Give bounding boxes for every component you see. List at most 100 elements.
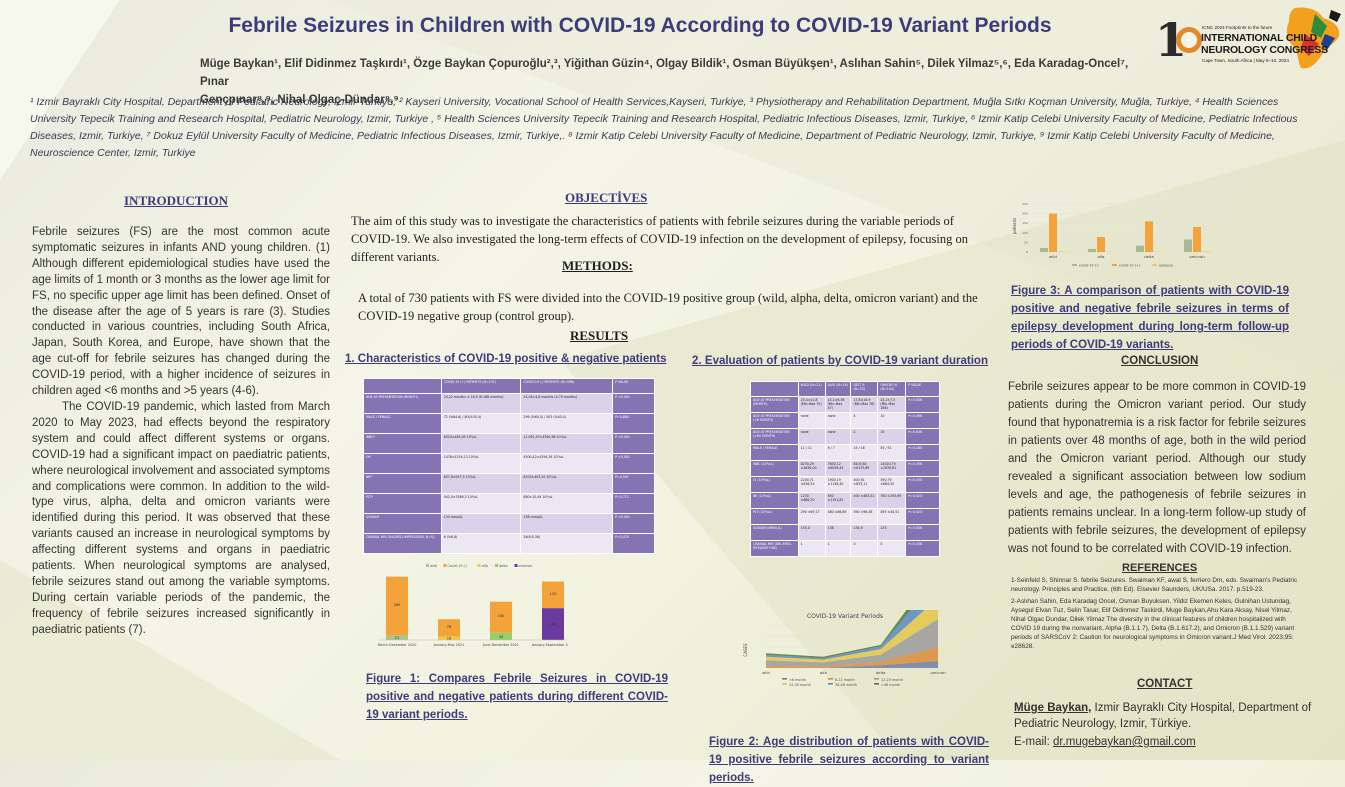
table-cell: 133	[878, 525, 906, 541]
legend-label: alfa	[482, 564, 488, 568]
legend-label: wild	[430, 564, 437, 568]
table-cell: 17,8±16,9 (Min-Max 78)	[851, 397, 878, 413]
logo-line-2: NEUROLOGY CONGRESS	[1201, 44, 1328, 56]
table-cell: 1	[798, 541, 825, 557]
methods-heading: METHODS:	[562, 258, 633, 274]
table-cell: NE*	[364, 474, 442, 494]
legend-label: <6 month	[789, 678, 806, 682]
table-cell: MALE / FEMALE	[751, 445, 799, 461]
table-cell: 72 (%64,6) / 80(%35,4)	[441, 414, 521, 434]
table-cell: 8100,64 ±6125,89	[851, 461, 878, 477]
legend-swatch	[1112, 264, 1117, 266]
legend-label: 36-48 month	[835, 683, 857, 687]
chart-title: COVID-19 Variant Periods	[807, 613, 883, 620]
figure-3-caption: Figure 3: A comparison of patients with …	[1011, 282, 1289, 354]
table-cell: 135,0	[798, 525, 825, 541]
table-cell: 10	[878, 413, 906, 429]
y-tick-label: 50	[1024, 240, 1028, 244]
legend-label: covid-19 (+)	[1119, 264, 1141, 268]
table-row: AGE AT PRESENTATION (MONTH)24,22 months …	[364, 394, 655, 414]
bar	[1097, 237, 1105, 252]
table-cell: 942,0±3369,3 10³/uL	[441, 494, 521, 514]
table-cell: PLT*	[364, 494, 442, 514]
intro-paragraph-2: The COVID-19 pandemic, which lasted from…	[32, 400, 330, 639]
table-cell: P=0,180	[906, 445, 940, 461]
contact-block: Müge Baykan, Izmir Bayraklı City Hospita…	[1014, 700, 1314, 750]
legend-label: Covid-19 (-)	[447, 564, 468, 568]
table-cell: 55 / 51	[878, 445, 906, 461]
table-cell: 6103±493,20 10³/uL	[521, 474, 613, 494]
data-label: 33	[499, 635, 504, 639]
table-cell: SODIUM (MMOL/L)	[751, 525, 799, 541]
legend-label: delta	[499, 564, 508, 568]
table-cell: SODIUM	[364, 514, 442, 534]
table-cell: P=0,356	[906, 461, 940, 477]
table-header-row: COVID-19 (+) PATIENTS (N=232)COVID-19 (-…	[364, 379, 655, 394]
legend-swatch	[782, 683, 787, 685]
table-cell: 11.091,97±4390,98 10³/uL	[521, 434, 613, 454]
table-cell: 837,6±937,5 10³/uL	[441, 474, 521, 494]
table-cell: none	[798, 413, 825, 429]
table-cell: 15 / 16	[851, 445, 878, 461]
logo-small-line: ICNC 2024 Footprints to the future	[1202, 25, 1272, 30]
references-list: 1-Seinfeld S, Shinnar S. febrile Seizure…	[1011, 576, 1305, 651]
x-tick-label: omicron	[1189, 254, 1205, 259]
y-tick-label: 100	[1022, 231, 1028, 235]
introduction-heading: INTRODUCTION	[124, 193, 228, 209]
y-tick-label: 250	[1022, 202, 1028, 206]
table-cell: P=0,860	[613, 414, 655, 434]
table-cell: LY*	[364, 454, 442, 474]
x-tick-label: wild	[762, 670, 770, 675]
x-tick-label: alfa	[1097, 254, 1104, 259]
table-cell: 400,91 ±625,11	[851, 477, 878, 493]
y-axis-label: patients	[1012, 218, 1017, 234]
x-tick-label: wild	[1049, 254, 1057, 259]
legend-label: 24-36 month	[789, 683, 811, 687]
table-2: WILD (N=21)ALFA (N=16)DELT A (N=33)OMICR…	[750, 381, 940, 557]
table-header-cell: P VALUE	[906, 382, 940, 397]
results-subheading-2: 2. Evaluation of patients by COVID-19 va…	[692, 353, 988, 370]
table-cell: AGE AT PRESENTATION (>60 MONTH)	[751, 429, 799, 445]
x-tick-label: March-December 2020	[378, 643, 417, 647]
data-label: 265	[394, 603, 401, 607]
table-cell: 9 / 7	[825, 445, 851, 461]
results-heading: RESULTS	[570, 328, 628, 344]
table-header-row: WILD (N=21)ALFA (N=16)DELT A (N=33)OMICR…	[751, 382, 940, 397]
table-cell: 5	[878, 541, 906, 557]
contact-email-link[interactable]: dr.mugebaykan@gmail.com	[1053, 736, 1196, 748]
legend-label: covid-19 (-)	[1079, 264, 1099, 268]
table-cell: 136 mmol/L	[521, 514, 613, 534]
legend-label: epilepsy	[1159, 264, 1173, 268]
table-cell: 14020,79 ±2059,81	[878, 461, 906, 477]
table-cell: P=0,712	[613, 494, 655, 514]
bar	[1088, 249, 1096, 252]
table-cell: 134 mmol/L	[441, 514, 521, 534]
table-cell: 460 ±86,89	[825, 509, 851, 525]
intro-paragraph-1: Febrile seizures (FS) are the most commo…	[32, 225, 330, 400]
legend-label: omicron	[519, 564, 533, 568]
legend-label: 12-24 month	[881, 678, 903, 682]
table-header-cell: COVID-19 (-) PATIENTS (N=498)	[521, 379, 613, 394]
x-tick-label: delta	[1144, 254, 1154, 259]
legend-swatch	[478, 564, 481, 567]
bar	[1145, 221, 1153, 252]
table-header-cell: P VALUE	[613, 379, 655, 394]
table-cell: 7600,12 ±6058,44	[825, 461, 851, 477]
table-header-cell: DELT A (N=33)	[851, 382, 878, 397]
table-cell: 299 (%60,0) / 503 (%40,0)	[521, 414, 613, 434]
table-cell: CRANIAL MRI (DELAYED-MYELINATI ON)	[751, 541, 799, 557]
data-label: 120	[550, 592, 558, 596]
table-cell: P=0,330	[906, 477, 940, 493]
data-label: 140	[498, 614, 506, 618]
reference-1: 1-Seinfeld S, Shinnar S. febrile Seizure…	[1011, 576, 1305, 594]
table-cell: 400 ±463,51	[851, 493, 878, 509]
reference-2: 2-Aslıhan Sahin, Eda Karadag Oncel, Osma…	[1011, 597, 1305, 651]
